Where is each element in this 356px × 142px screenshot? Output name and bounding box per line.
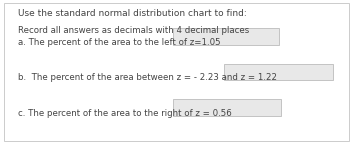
- FancyBboxPatch shape: [4, 3, 349, 141]
- FancyBboxPatch shape: [173, 28, 279, 45]
- Text: Record all answers as decimals with 4 decimal places: Record all answers as decimals with 4 de…: [18, 26, 249, 35]
- FancyBboxPatch shape: [224, 64, 333, 80]
- Text: Use the standard normal distribution chart to find:: Use the standard normal distribution cha…: [18, 9, 247, 17]
- Text: c. The percent of the area to the right of z = 0.56: c. The percent of the area to the right …: [18, 109, 231, 118]
- FancyBboxPatch shape: [173, 99, 281, 116]
- Text: b.  The percent of the area between z = - 2.23 and z = 1.22: b. The percent of the area between z = -…: [18, 73, 277, 82]
- Text: a. The percent of the area to the left of z=1.05: a. The percent of the area to the left o…: [18, 38, 220, 47]
